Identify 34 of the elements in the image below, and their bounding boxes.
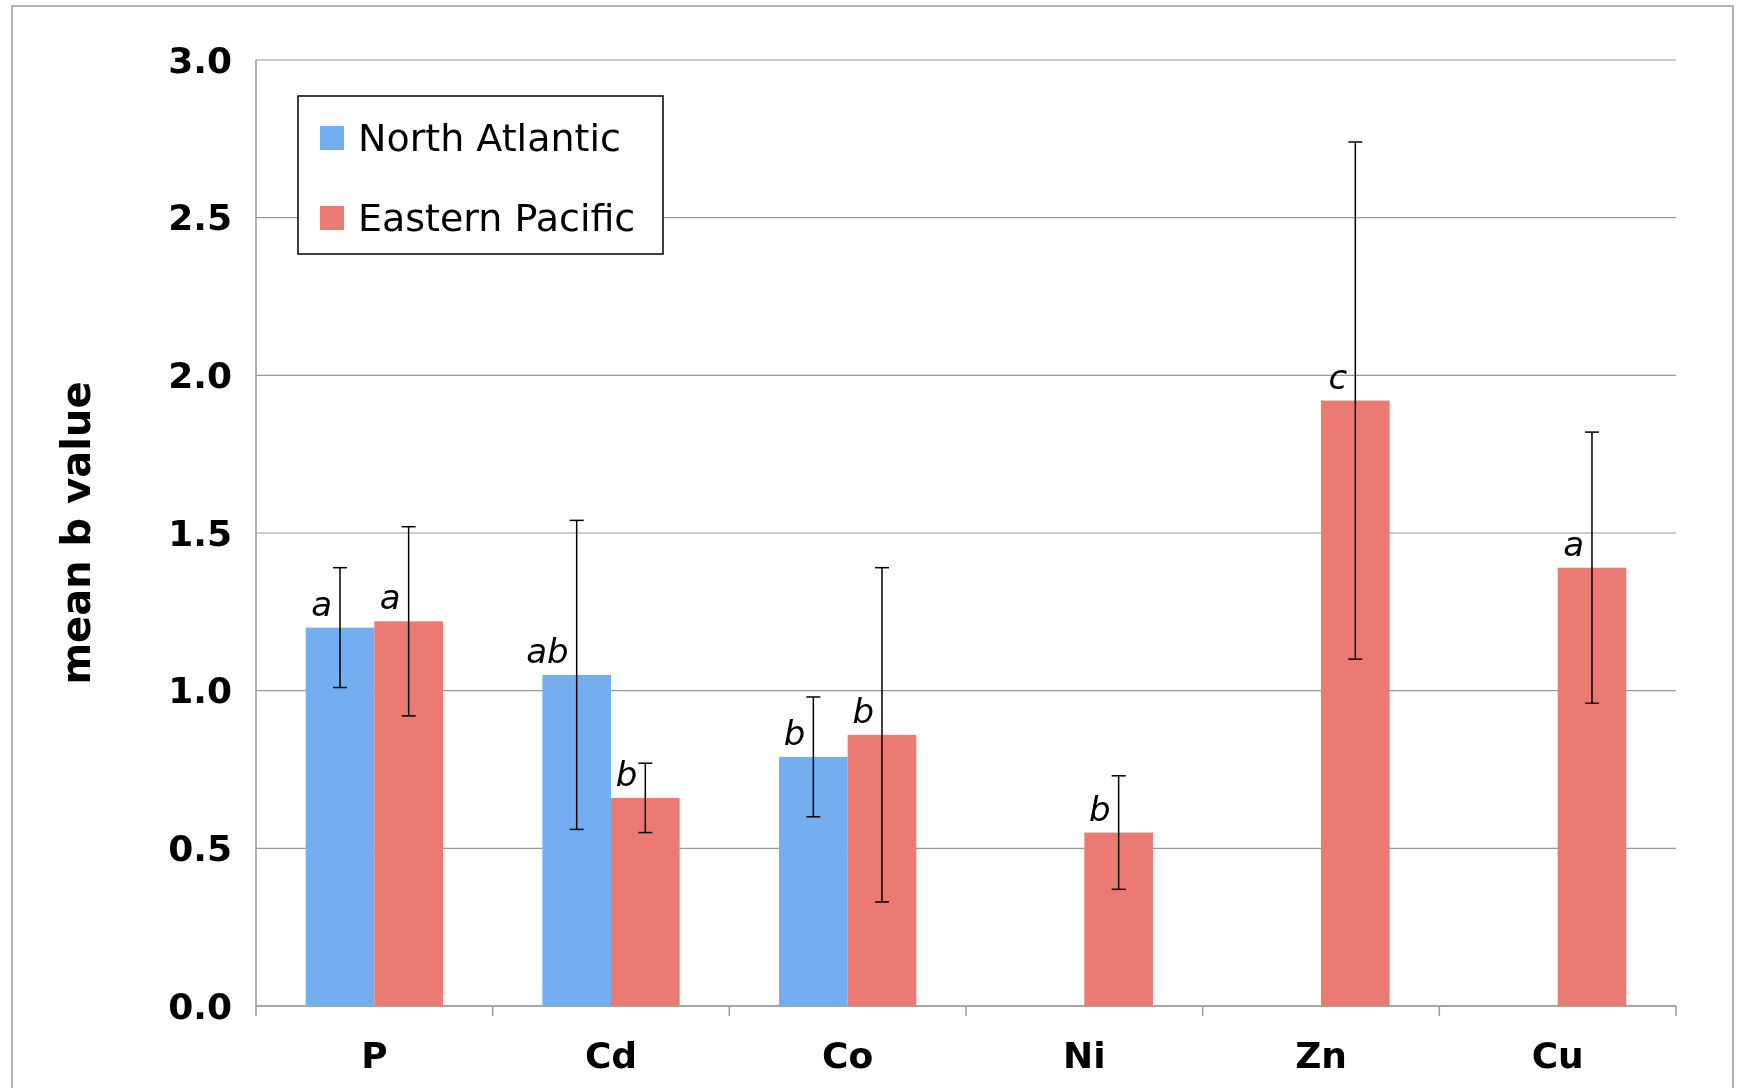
annotation: a [311,583,333,624]
annotation: a [1563,523,1584,564]
legend-label: Eastern Pacific [358,196,636,241]
bar [1557,567,1627,1006]
x-tick-label: Co [822,1035,874,1076]
annotation: c [1328,356,1348,397]
y-tick-label: 1.0 [168,670,232,712]
bar [847,734,917,1006]
annotation: a [379,577,401,618]
x-tick-label: Cd [584,1035,638,1076]
bar [1084,832,1153,1006]
annotation: ab [526,630,569,671]
x-tick-label: Ni [1063,1035,1106,1076]
x-tick-label: P [361,1035,388,1076]
x-tick-label: Cu [1531,1035,1584,1076]
bar [1321,400,1390,1006]
annotation: b [615,753,638,794]
legend-label: North Atlantic [358,116,621,161]
bar [611,797,680,1006]
bar [542,674,611,1006]
y-tick-label: 1.5 [168,512,232,554]
annotation: b [1089,788,1111,829]
y-tick-label: 2.5 [168,197,232,239]
y-tick-label: 0.0 [168,985,232,1027]
bar [779,756,848,1006]
y-tick-label: 2.0 [168,354,232,396]
x-tick-label: Zn [1295,1035,1347,1076]
bar [374,621,443,1006]
bar [305,627,375,1006]
y-axis-title: mean b value [53,381,99,685]
y-tick-label: 3.0 [168,39,232,81]
annotation: b [852,690,874,731]
annotation: b [783,712,806,753]
y-tick-label: 0.5 [168,827,232,869]
